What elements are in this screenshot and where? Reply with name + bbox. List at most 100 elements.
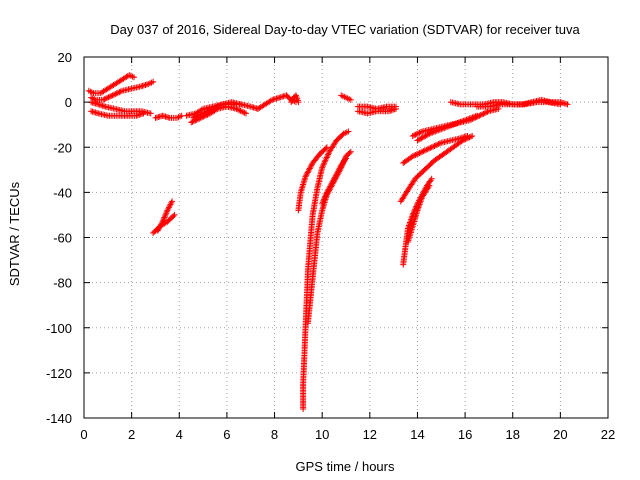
y-axis-label: SDTVAR / TECUs <box>7 181 22 286</box>
data-point <box>411 152 418 159</box>
data-point <box>196 112 202 119</box>
data-series <box>409 105 502 139</box>
y-tick-label: -60 <box>53 231 72 246</box>
data-point <box>193 113 200 120</box>
data-point <box>322 193 329 200</box>
data-point <box>469 133 476 139</box>
data-point <box>306 166 313 173</box>
data-point <box>188 119 195 126</box>
data-point <box>101 96 108 103</box>
data-point <box>234 106 241 113</box>
data-point <box>479 111 486 118</box>
data-point <box>322 192 329 199</box>
data-point <box>416 150 423 157</box>
y-tick-label: -120 <box>46 366 72 381</box>
data-point <box>321 195 328 201</box>
y-tick-label: 0 <box>65 95 72 110</box>
data-point <box>430 143 437 150</box>
y-axis-ticks: -140 -120 -100 -80 -60 -40 -20 0 20 <box>46 50 608 426</box>
x-tick-label: 18 <box>505 427 519 442</box>
y-tick-label: -100 <box>46 321 72 336</box>
data-point <box>321 160 328 167</box>
data-point <box>306 165 313 172</box>
data-point <box>420 148 427 155</box>
data-point <box>346 149 353 156</box>
data-point <box>211 105 217 112</box>
x-tick-label: 12 <box>363 427 377 442</box>
data-point <box>426 182 433 189</box>
data-point <box>323 155 330 162</box>
data-point <box>480 110 487 117</box>
data-point <box>325 151 331 158</box>
data-point <box>320 197 327 204</box>
data-point <box>307 164 314 171</box>
x-tick-label: 0 <box>80 427 87 442</box>
data-point <box>197 111 204 118</box>
grid <box>84 57 608 418</box>
y-tick-label: -20 <box>53 140 72 155</box>
data-point <box>423 146 430 153</box>
data-point <box>302 173 309 180</box>
data-point <box>409 153 416 160</box>
y-tick-label: -140 <box>46 411 72 426</box>
data-series <box>338 92 354 103</box>
data-point <box>413 151 420 158</box>
data-point <box>115 89 121 96</box>
data-point <box>113 90 120 97</box>
data-point <box>465 134 472 141</box>
data-point <box>426 145 432 152</box>
data-point <box>564 101 571 108</box>
data-point <box>198 111 205 118</box>
data-point <box>217 102 224 108</box>
data-point <box>163 208 170 215</box>
data-point <box>462 136 469 143</box>
data-series <box>85 72 137 97</box>
data-series <box>152 112 185 121</box>
data-point <box>147 110 154 117</box>
data-point <box>481 110 488 117</box>
data-series <box>397 133 476 205</box>
data-point <box>431 143 438 149</box>
data-point <box>417 129 424 136</box>
data-point <box>108 93 115 99</box>
data-series <box>150 211 178 236</box>
data-point <box>238 101 245 108</box>
data-point <box>322 145 329 152</box>
data-point <box>212 104 219 111</box>
data-point <box>342 156 348 163</box>
data-series <box>154 198 176 234</box>
data-marks <box>85 72 571 412</box>
data-point <box>105 94 112 101</box>
data-point <box>205 107 212 114</box>
data-point <box>323 144 330 151</box>
data-point <box>127 72 134 79</box>
data-point <box>100 96 107 103</box>
data-point <box>393 105 399 112</box>
data-point <box>453 120 460 127</box>
data-point <box>209 105 216 112</box>
data-point <box>495 105 502 112</box>
data-point <box>319 199 326 206</box>
data-series <box>188 103 249 126</box>
data-point <box>102 95 109 102</box>
data-point <box>321 158 328 165</box>
y-tick-label: 20 <box>58 50 72 65</box>
data-point <box>169 198 176 205</box>
data-point <box>131 74 137 81</box>
data-point <box>112 91 119 98</box>
data-point <box>304 169 311 176</box>
data-point <box>347 96 354 103</box>
data-point <box>432 142 439 149</box>
data-point <box>305 168 312 175</box>
data-point <box>413 131 420 137</box>
data-point <box>116 89 123 96</box>
data-point <box>159 218 166 225</box>
data-point <box>238 108 245 115</box>
data-point <box>170 213 177 220</box>
data-point <box>321 196 327 203</box>
data-series <box>88 78 157 103</box>
data-point <box>190 114 197 121</box>
data-point <box>110 91 117 98</box>
data-point <box>104 94 111 101</box>
data-point <box>140 110 147 117</box>
